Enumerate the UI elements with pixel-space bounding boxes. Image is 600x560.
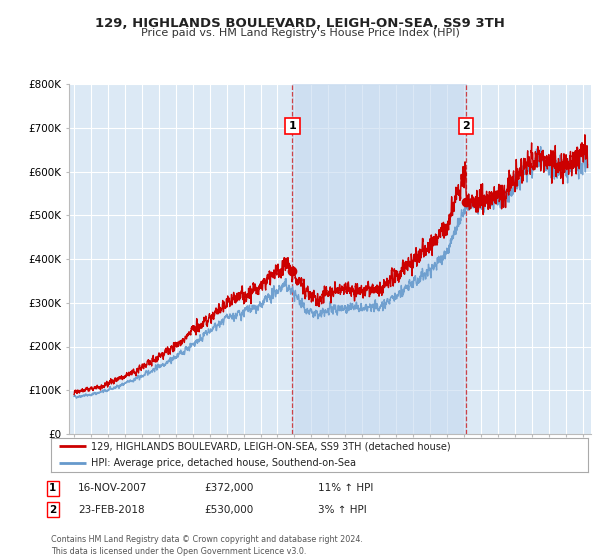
Text: 23-FEB-2018: 23-FEB-2018 <box>78 505 145 515</box>
Text: 2: 2 <box>462 121 470 131</box>
Text: HPI: Average price, detached house, Southend-on-Sea: HPI: Average price, detached house, Sout… <box>91 458 356 468</box>
Text: 11% ↑ HPI: 11% ↑ HPI <box>318 483 373 493</box>
Text: 129, HIGHLANDS BOULEVARD, LEIGH-ON-SEA, SS9 3TH (detached house): 129, HIGHLANDS BOULEVARD, LEIGH-ON-SEA, … <box>91 441 451 451</box>
Text: 1: 1 <box>289 121 296 131</box>
Text: Contains HM Land Registry data © Crown copyright and database right 2024.
This d: Contains HM Land Registry data © Crown c… <box>51 535 363 556</box>
Text: 129, HIGHLANDS BOULEVARD, LEIGH-ON-SEA, SS9 3TH: 129, HIGHLANDS BOULEVARD, LEIGH-ON-SEA, … <box>95 17 505 30</box>
Text: Price paid vs. HM Land Registry's House Price Index (HPI): Price paid vs. HM Land Registry's House … <box>140 28 460 38</box>
Text: 3% ↑ HPI: 3% ↑ HPI <box>318 505 367 515</box>
Text: £372,000: £372,000 <box>204 483 253 493</box>
Text: £530,000: £530,000 <box>204 505 253 515</box>
Text: 1: 1 <box>49 483 56 493</box>
Text: 16-NOV-2007: 16-NOV-2007 <box>78 483 148 493</box>
Text: 2: 2 <box>49 505 56 515</box>
